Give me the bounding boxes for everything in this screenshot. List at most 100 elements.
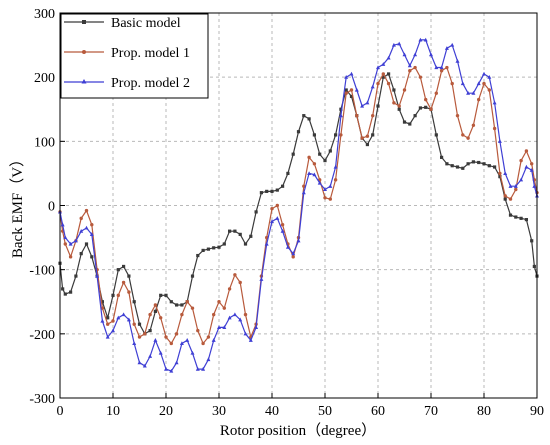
data-point-prop-model-1 <box>90 223 94 227</box>
data-point-basic-model <box>169 300 173 304</box>
data-point-prop-model-2 <box>497 139 502 143</box>
data-point-prop-model-2 <box>238 317 243 322</box>
x-tick-label-70: 70 <box>424 404 438 419</box>
data-point-basic-model <box>466 162 470 166</box>
legend-entry-prop-model-1: Prop. model 1 <box>64 46 190 61</box>
data-point-prop-model-1 <box>275 203 279 208</box>
data-point-basic-model <box>196 253 200 258</box>
data-point-basic-model <box>532 264 536 269</box>
data-point-basic-model <box>371 133 375 137</box>
data-point-prop-model-1 <box>185 300 189 304</box>
data-point-prop-model-2 <box>270 219 274 224</box>
data-point-prop-model-2 <box>275 216 280 220</box>
data-point-basic-model <box>190 274 195 278</box>
data-point-prop-model-2 <box>121 312 126 317</box>
data-point-prop-model-1 <box>196 328 200 333</box>
data-point-basic-model <box>275 188 279 192</box>
data-point-prop-model-1 <box>323 196 327 200</box>
data-point-prop-model-1 <box>159 316 163 320</box>
data-point-basic-model <box>519 216 523 220</box>
data-point-prop-model-1 <box>190 306 195 310</box>
data-point-prop-model-2 <box>60 222 65 227</box>
legend-entry-prop-model-2: Prop. model 2 <box>64 76 190 91</box>
data-point-prop-model-2 <box>158 350 163 355</box>
data-point-basic-model <box>164 293 168 297</box>
data-point-prop-model-1 <box>524 149 529 153</box>
data-point-prop-model-1 <box>445 65 449 70</box>
data-point-prop-model-2 <box>532 184 537 188</box>
data-point-basic-model <box>402 120 407 124</box>
data-point-basic-model <box>116 268 120 272</box>
data-point-prop-model-2 <box>466 91 471 95</box>
data-point-prop-model-2 <box>508 184 513 188</box>
data-point-prop-model-1 <box>291 255 295 259</box>
data-point-basic-model <box>392 88 396 92</box>
data-point-prop-model-2 <box>232 312 237 317</box>
data-point-basic-model <box>307 117 311 121</box>
y-tick-label-0: 0 <box>48 200 55 215</box>
data-point-prop-model-2 <box>301 190 306 195</box>
data-point-basic-model <box>312 133 316 137</box>
data-point-prop-model-2 <box>354 87 359 92</box>
data-point-basic-model <box>323 158 327 163</box>
data-point-prop-model-1 <box>312 162 317 166</box>
data-point-basic-model <box>344 88 348 92</box>
data-point-prop-model-2 <box>471 91 476 95</box>
data-point-prop-model-2 <box>323 187 327 192</box>
data-point-basic-model <box>127 274 131 278</box>
data-point-basic-model <box>100 300 104 304</box>
data-point-basic-model <box>159 293 163 297</box>
data-point-prop-model-2 <box>84 225 89 230</box>
data-point-prop-model-1 <box>148 312 152 317</box>
data-point-prop-model-2 <box>206 357 211 362</box>
data-point-basic-model <box>302 114 306 118</box>
data-point-basic-model <box>148 329 152 333</box>
data-point-prop-model-2 <box>169 368 174 373</box>
legend-label-prop-model-1: Prop. model 1 <box>111 46 190 61</box>
data-point-prop-model-1 <box>201 341 205 346</box>
data-point-prop-model-1 <box>63 242 67 246</box>
data-point-prop-model-2 <box>174 360 179 365</box>
data-point-basic-model <box>243 242 248 246</box>
data-point-prop-model-1 <box>116 293 121 298</box>
y-tick-label--300: -300 <box>29 392 55 407</box>
data-point-prop-model-2 <box>68 241 73 246</box>
data-point-prop-model-1 <box>498 171 502 176</box>
data-point-prop-model-2 <box>312 172 317 177</box>
data-point-prop-model-2 <box>142 363 147 368</box>
data-point-prop-model-1 <box>243 312 248 317</box>
data-point-prop-model-2 <box>307 171 312 176</box>
data-point-prop-model-2 <box>365 100 370 105</box>
data-point-prop-model-2 <box>370 84 375 89</box>
data-point-basic-model <box>487 164 491 168</box>
data-point-prop-model-1 <box>280 223 285 227</box>
legend-label-prop-model-2: Prop. model 2 <box>111 76 190 91</box>
legend-marker-prop-model-1 <box>82 50 86 54</box>
data-point-basic-model <box>222 242 226 246</box>
data-point-prop-model-2 <box>391 42 396 47</box>
data-point-prop-model-2 <box>227 315 232 320</box>
data-point-prop-model-2 <box>360 103 365 108</box>
data-point-prop-model-2 <box>434 65 439 70</box>
data-point-prop-model-2 <box>444 46 449 50</box>
data-point-basic-model <box>122 264 126 269</box>
legend: Basic model Prop. model 1 Prop. model 2 <box>60 13 209 99</box>
data-point-basic-model <box>153 309 157 313</box>
data-point-prop-model-2 <box>439 65 444 70</box>
x-tick-label-90: 90 <box>530 404 544 419</box>
data-point-basic-model <box>201 248 205 253</box>
data-point-prop-model-1 <box>270 207 274 211</box>
series-prop-model-2 <box>58 37 539 373</box>
data-point-prop-model-1 <box>397 104 401 108</box>
data-point-prop-model-1 <box>68 255 73 259</box>
data-point-prop-model-2 <box>222 325 227 330</box>
data-point-basic-model <box>286 171 290 176</box>
data-point-prop-model-1 <box>471 123 476 127</box>
data-point-prop-model-2 <box>164 366 168 371</box>
data-point-basic-model <box>69 290 73 294</box>
data-point-prop-model-2 <box>317 180 322 185</box>
data-point-prop-model-1 <box>514 187 518 192</box>
data-point-prop-model-2 <box>524 164 529 169</box>
data-point-prop-model-2 <box>333 164 338 169</box>
